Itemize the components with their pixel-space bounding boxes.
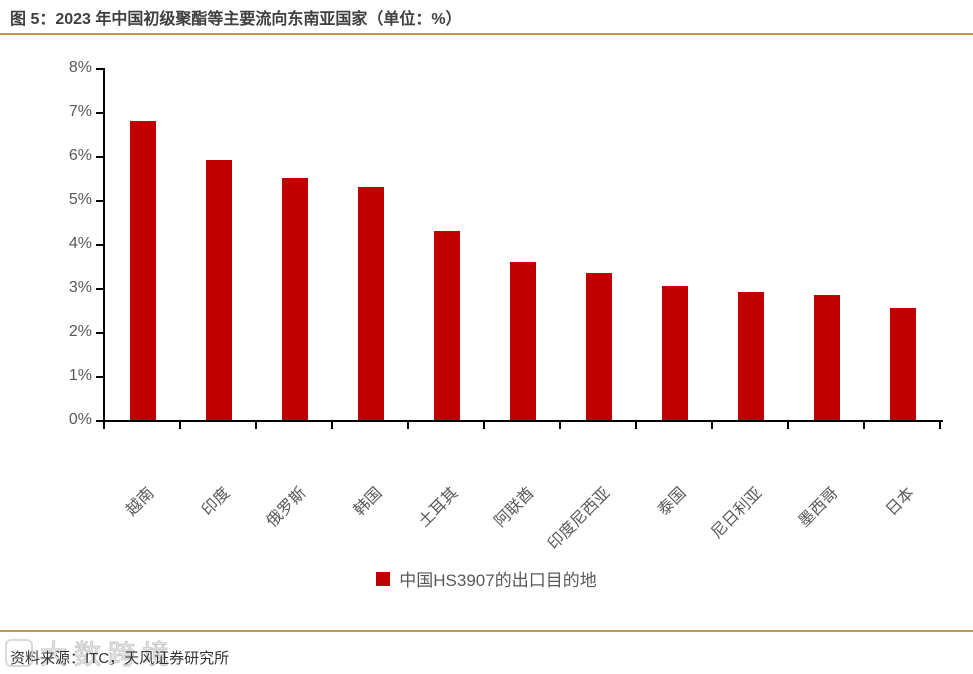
x-axis-label: 土耳其: [415, 484, 462, 531]
bar: [662, 286, 688, 420]
x-axis-label: 阿联酋: [491, 484, 538, 531]
y-tick: [96, 376, 103, 378]
bar: [358, 187, 384, 420]
y-tick: [96, 332, 103, 334]
y-axis-label: 5%: [68, 191, 92, 208]
x-tick: [863, 422, 865, 429]
y-tick: [96, 112, 103, 114]
bar: [738, 292, 764, 420]
legend: 中国HS3907的出口目的地: [0, 570, 973, 590]
x-tick: [711, 422, 713, 429]
x-tick: [939, 422, 941, 429]
y-axis-label: 4%: [68, 235, 92, 252]
bar: [586, 273, 612, 420]
y-axis-label: 7%: [68, 103, 92, 120]
x-tick: [255, 422, 257, 429]
bar: [434, 231, 460, 420]
x-axis-label: 越南: [122, 484, 158, 520]
x-tick: [483, 422, 485, 429]
bar: [510, 262, 536, 420]
x-tick: [407, 422, 409, 429]
x-tick: [179, 422, 181, 429]
x-tick: [103, 422, 105, 429]
x-axis-label: 泰国: [654, 484, 690, 520]
x-axis-label: 印度尼西亚: [545, 484, 614, 554]
bar: [282, 178, 308, 420]
y-tick: [96, 420, 103, 422]
x-axis-label: 印度: [198, 484, 234, 520]
bar: [814, 295, 840, 420]
y-tick: [96, 156, 103, 158]
y-tick: [96, 68, 103, 70]
legend-label: 中国HS3907的出口目的地: [399, 571, 597, 590]
x-axis: [103, 420, 943, 422]
bar: [206, 160, 232, 420]
y-axis-label: 0%: [68, 411, 92, 428]
bar: [130, 121, 156, 420]
y-axis-label: 2%: [68, 323, 92, 340]
footer-divider: [0, 630, 973, 632]
x-tick: [331, 422, 333, 429]
y-axis-label: 6%: [68, 147, 92, 164]
x-tick: [787, 422, 789, 429]
y-tick: [96, 200, 103, 202]
x-axis-label: 韩国: [350, 484, 386, 520]
y-tick: [96, 288, 103, 290]
figure-title: 图 5：2023 年中国初级聚酯等主要流向东南亚国家（单位：%）: [0, 0, 973, 35]
source-note: 资料来源：ITC，天风证券研究所: [10, 650, 230, 667]
bar-chart: 0% 1% 2% 3% 4% 5% 6% 7% 8% 越南 印度 俄罗斯 韩国 土耳其 阿联酋 印度尼西亚 泰国…: [0, 35, 973, 553]
y-axis-label: 8%: [68, 59, 92, 76]
y-axis-label: 1%: [68, 367, 92, 384]
x-axis-label: 墨西哥: [795, 484, 842, 531]
legend-swatch: [376, 571, 391, 586]
y-axis-label: 3%: [68, 279, 92, 296]
x-axis-label: 尼日利亚: [708, 484, 766, 542]
y-axis: [103, 68, 105, 422]
x-axis-label: 俄罗斯: [263, 484, 310, 531]
bar: [890, 308, 916, 420]
x-axis-label: 日本: [882, 484, 918, 520]
x-tick: [559, 422, 561, 429]
y-tick: [96, 244, 103, 246]
x-tick: [635, 422, 637, 429]
